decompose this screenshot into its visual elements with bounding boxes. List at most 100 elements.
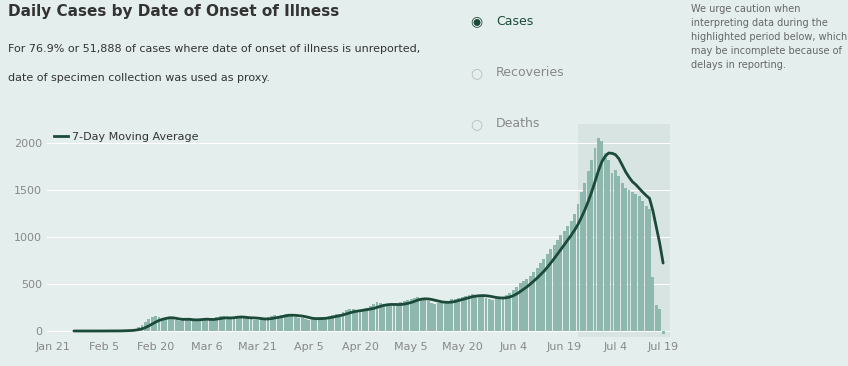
Bar [352, 310, 354, 331]
Bar [648, 209, 651, 331]
Bar [477, 296, 481, 331]
Bar [365, 308, 368, 331]
Bar [349, 309, 351, 331]
Bar [433, 304, 437, 331]
Legend: 7-Day Moving Average: 7-Day Moving Average [53, 130, 201, 145]
Bar [311, 320, 314, 331]
Bar [209, 320, 211, 331]
Bar [597, 138, 600, 331]
Bar [566, 226, 569, 331]
Bar [573, 214, 576, 331]
Bar [205, 318, 208, 331]
Bar [587, 171, 589, 331]
Text: Deaths: Deaths [496, 117, 540, 130]
Bar [529, 276, 532, 331]
Bar [498, 298, 501, 331]
Bar [638, 196, 641, 331]
Bar [389, 306, 392, 331]
Bar [512, 290, 515, 331]
Bar [501, 297, 505, 331]
Bar [226, 317, 229, 331]
Bar [440, 302, 444, 331]
Text: ◉: ◉ [471, 15, 483, 29]
Bar [467, 295, 471, 331]
Bar [590, 160, 593, 331]
Bar [195, 320, 198, 331]
Bar [165, 320, 167, 331]
Bar [158, 317, 160, 331]
Bar [249, 320, 253, 331]
Bar [290, 316, 293, 331]
Bar [427, 302, 430, 331]
Bar [628, 190, 631, 331]
Bar [457, 298, 460, 331]
Bar [614, 169, 616, 331]
Bar [536, 268, 538, 331]
Bar [651, 277, 655, 331]
Bar [396, 304, 399, 331]
Bar [202, 319, 204, 331]
Text: We urge caution when
interpreting data during the
highlighted period below, whic: We urge caution when interpreting data d… [691, 4, 847, 70]
Bar [386, 305, 388, 331]
Bar [543, 259, 545, 331]
Bar [256, 320, 259, 331]
Bar [444, 302, 447, 331]
Bar [488, 299, 491, 331]
Bar [219, 316, 222, 331]
Bar [298, 318, 300, 331]
Bar [362, 310, 365, 331]
Bar [641, 201, 644, 331]
Bar [154, 316, 157, 331]
Bar [464, 296, 467, 331]
Bar [328, 316, 331, 331]
Bar [185, 318, 187, 331]
Bar [236, 317, 239, 331]
Bar [447, 300, 450, 331]
Bar [318, 317, 321, 331]
Bar [171, 319, 174, 331]
Bar [253, 320, 256, 331]
Bar [355, 310, 358, 331]
Bar [315, 318, 317, 331]
Bar [335, 314, 338, 331]
Bar [658, 310, 661, 331]
Bar [345, 310, 348, 331]
Bar [410, 299, 412, 331]
Bar [556, 240, 559, 331]
Bar [379, 303, 382, 331]
Bar [372, 304, 375, 331]
Bar [266, 317, 270, 331]
Bar [617, 176, 620, 331]
Bar [229, 320, 232, 331]
Bar [293, 317, 297, 331]
Bar [516, 287, 518, 331]
Bar [259, 320, 263, 331]
Bar [526, 279, 528, 331]
Bar [594, 148, 596, 331]
Bar [325, 317, 327, 331]
Bar [471, 294, 474, 331]
Bar [212, 320, 215, 331]
Bar [634, 194, 638, 331]
Bar [287, 314, 290, 331]
Bar [382, 304, 385, 331]
Bar [563, 231, 566, 331]
Bar [134, 329, 137, 331]
Bar [175, 320, 177, 331]
Bar [243, 317, 246, 331]
Bar [321, 317, 324, 331]
Bar [560, 235, 562, 331]
Bar [661, 331, 665, 334]
Bar [460, 297, 464, 331]
Bar [413, 298, 416, 331]
Bar [280, 315, 283, 331]
Bar [437, 303, 440, 331]
Bar [406, 300, 409, 331]
Bar [430, 303, 433, 331]
Bar [270, 316, 273, 331]
Bar [420, 299, 423, 331]
Bar [578, 124, 670, 337]
Bar [124, 330, 126, 331]
Bar [474, 295, 477, 331]
Bar [283, 314, 287, 331]
